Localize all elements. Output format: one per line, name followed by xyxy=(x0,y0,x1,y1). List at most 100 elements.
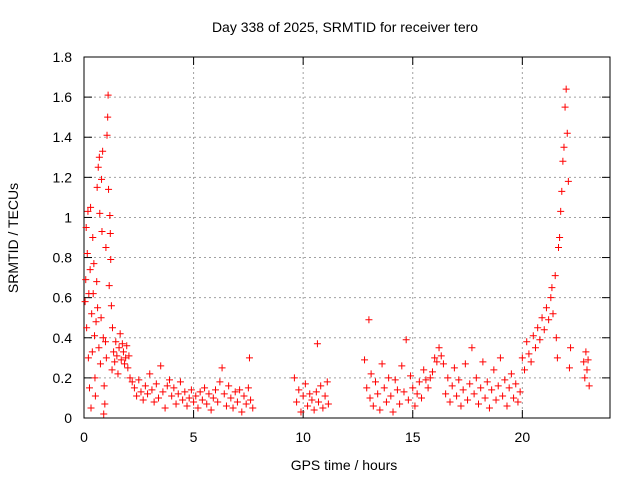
data-point xyxy=(407,372,415,380)
data-point xyxy=(490,366,498,374)
data-point xyxy=(459,386,467,394)
data-point xyxy=(374,390,382,398)
data-point xyxy=(205,390,213,398)
data-point xyxy=(442,390,450,398)
data-point xyxy=(102,244,110,252)
data-point xyxy=(94,304,102,312)
data-point xyxy=(396,400,404,408)
data-point xyxy=(214,398,222,406)
data-point xyxy=(319,404,327,412)
data-point xyxy=(92,318,100,326)
data-point xyxy=(297,408,305,416)
data-point xyxy=(117,356,125,364)
y-tick-label: 0.8 xyxy=(53,250,73,266)
data-point xyxy=(521,366,529,374)
data-point xyxy=(567,344,575,352)
data-point xyxy=(557,207,565,215)
data-point xyxy=(450,364,458,372)
data-point xyxy=(534,324,542,332)
data-point xyxy=(485,404,493,412)
data-point xyxy=(536,336,544,344)
data-point xyxy=(105,185,113,193)
data-point xyxy=(244,384,252,392)
data-point xyxy=(290,374,298,382)
data-point xyxy=(420,366,428,374)
data-point xyxy=(113,352,121,360)
data-point xyxy=(505,384,513,392)
data-point xyxy=(192,392,200,400)
data-point xyxy=(323,378,331,386)
data-point xyxy=(315,398,323,406)
data-point xyxy=(83,324,91,332)
data-point xyxy=(562,85,570,93)
data-point xyxy=(367,370,375,378)
data-point xyxy=(481,394,489,402)
data-point xyxy=(552,334,560,342)
data-point xyxy=(130,384,138,392)
data-point xyxy=(203,400,211,408)
data-point xyxy=(584,356,592,364)
data-point xyxy=(424,384,432,392)
data-point xyxy=(137,388,145,396)
data-point xyxy=(516,388,524,396)
data-point xyxy=(477,384,485,392)
data-point xyxy=(560,143,568,151)
data-point xyxy=(163,382,171,390)
data-point xyxy=(201,384,209,392)
data-point xyxy=(444,374,452,382)
data-point xyxy=(321,392,329,400)
data-point xyxy=(165,376,173,384)
data-point xyxy=(125,352,133,360)
data-point xyxy=(540,326,548,334)
data-point xyxy=(172,400,180,408)
data-point xyxy=(400,388,408,396)
data-point xyxy=(82,276,90,284)
data-point xyxy=(492,396,500,404)
data-point xyxy=(293,398,301,406)
data-point xyxy=(123,342,131,350)
x-axis: 0 5 10 15 20 xyxy=(80,57,530,445)
data-point xyxy=(89,290,97,298)
data-point xyxy=(494,382,502,390)
data-point xyxy=(457,402,465,410)
data-point xyxy=(118,340,126,348)
data-point xyxy=(95,153,103,161)
data-point xyxy=(433,358,441,366)
data-point xyxy=(558,187,566,195)
data-point xyxy=(83,250,91,258)
data-point xyxy=(363,384,371,392)
data-point xyxy=(299,392,307,400)
data-point xyxy=(216,378,224,386)
data-point xyxy=(112,338,120,346)
y-tick-label: 1.4 xyxy=(53,129,73,145)
data-point xyxy=(190,398,198,406)
data-point xyxy=(139,396,147,404)
data-point xyxy=(564,177,572,185)
y-tick-label: 0 xyxy=(64,410,72,426)
data-point xyxy=(100,410,108,418)
data-point xyxy=(563,129,571,137)
data-point xyxy=(93,278,101,286)
data-point xyxy=(88,348,96,356)
data-point xyxy=(554,244,562,252)
data-point xyxy=(542,304,550,312)
data-point xyxy=(479,358,487,366)
data-point xyxy=(152,380,160,388)
y-tick-label: 0.2 xyxy=(53,370,73,386)
y-tick-label: 1.6 xyxy=(53,89,73,105)
data-point xyxy=(376,406,384,414)
data-point xyxy=(295,386,303,394)
data-point xyxy=(304,402,312,410)
data-point xyxy=(187,386,195,394)
data-point xyxy=(95,344,103,352)
data-point xyxy=(108,324,116,332)
data-point xyxy=(565,364,573,372)
data-point xyxy=(409,384,417,392)
data-point xyxy=(110,348,118,356)
data-point xyxy=(317,382,325,390)
data-point xyxy=(144,390,152,398)
data-point xyxy=(91,374,99,382)
data-point xyxy=(104,91,112,99)
data-point xyxy=(86,266,94,274)
data-point xyxy=(207,406,215,414)
